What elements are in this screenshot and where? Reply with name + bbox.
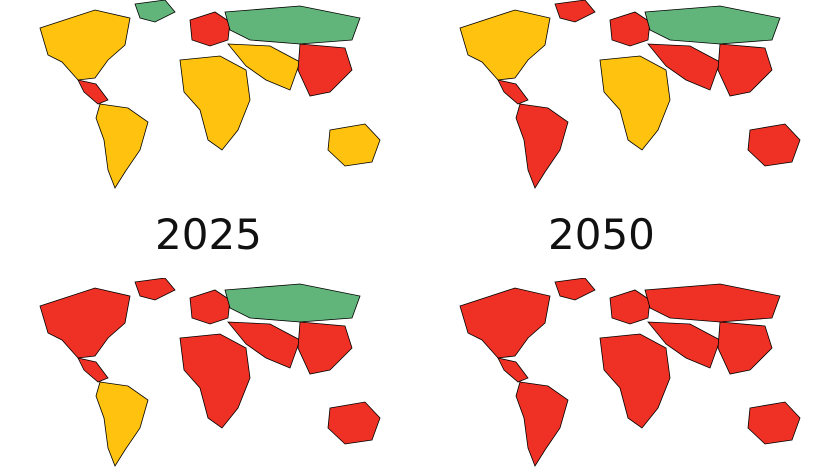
- region-middle-east-south-asia: [227, 321, 301, 369]
- region-europe: [189, 289, 231, 325]
- world-map-top-right: [420, 0, 820, 190]
- world-map-svg: [459, 0, 801, 189]
- year-label-left: 2025: [155, 210, 262, 259]
- region-south-america: [515, 103, 569, 189]
- region-africa: [599, 333, 671, 429]
- region-south-america: [515, 381, 569, 467]
- world-map-bottom-left: [0, 278, 400, 468]
- region-north-america: [459, 287, 551, 359]
- region-central-america: [77, 79, 109, 105]
- region-north-america: [39, 9, 131, 81]
- region-africa: [179, 55, 251, 151]
- region-east-asia-se: [717, 43, 773, 97]
- region-russia-north-asia: [224, 5, 361, 45]
- region-east-asia-se: [717, 321, 773, 375]
- year-label-right: 2050: [548, 210, 655, 259]
- region-south-america: [95, 103, 149, 189]
- region-australia: [747, 123, 801, 167]
- region-australia: [327, 123, 381, 167]
- region-europe: [609, 11, 651, 47]
- world-map-top-left: [0, 0, 400, 190]
- region-central-america: [77, 357, 109, 383]
- world-map-svg: [39, 0, 381, 189]
- region-middle-east-south-asia: [647, 321, 721, 369]
- region-africa: [179, 333, 251, 429]
- region-middle-east-south-asia: [227, 43, 301, 91]
- region-central-america: [497, 357, 529, 383]
- world-map-svg: [39, 278, 381, 467]
- region-central-america: [497, 79, 529, 105]
- region-europe: [609, 289, 651, 325]
- region-south-america: [95, 381, 149, 467]
- region-europe: [189, 11, 231, 47]
- region-australia: [327, 401, 381, 445]
- region-greenland: [554, 0, 596, 23]
- region-greenland: [134, 278, 176, 301]
- region-north-america: [459, 9, 551, 81]
- region-east-asia-se: [297, 321, 353, 375]
- region-russia-north-asia: [224, 283, 361, 323]
- region-greenland: [554, 278, 596, 301]
- world-map-bottom-right: [420, 278, 820, 468]
- region-australia: [747, 401, 801, 445]
- region-africa: [599, 55, 671, 151]
- region-russia-north-asia: [644, 5, 781, 45]
- region-russia-north-asia: [644, 283, 781, 323]
- world-map-svg: [459, 278, 801, 467]
- region-middle-east-south-asia: [647, 43, 721, 91]
- region-north-america: [39, 287, 131, 359]
- region-east-asia-se: [297, 43, 353, 97]
- region-greenland: [134, 0, 176, 23]
